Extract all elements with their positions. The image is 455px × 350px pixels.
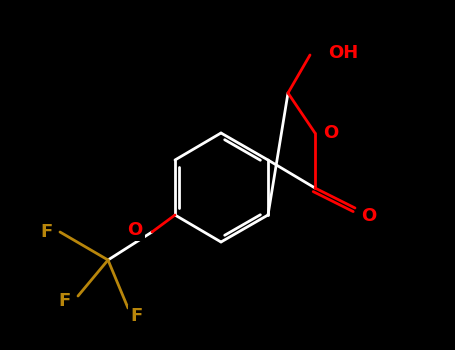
Text: O: O <box>361 207 377 225</box>
Text: O: O <box>324 124 339 142</box>
Text: OH: OH <box>328 44 358 62</box>
Text: F: F <box>58 292 70 310</box>
Text: F: F <box>130 307 142 325</box>
Text: O: O <box>127 221 142 239</box>
Text: F: F <box>40 223 52 241</box>
